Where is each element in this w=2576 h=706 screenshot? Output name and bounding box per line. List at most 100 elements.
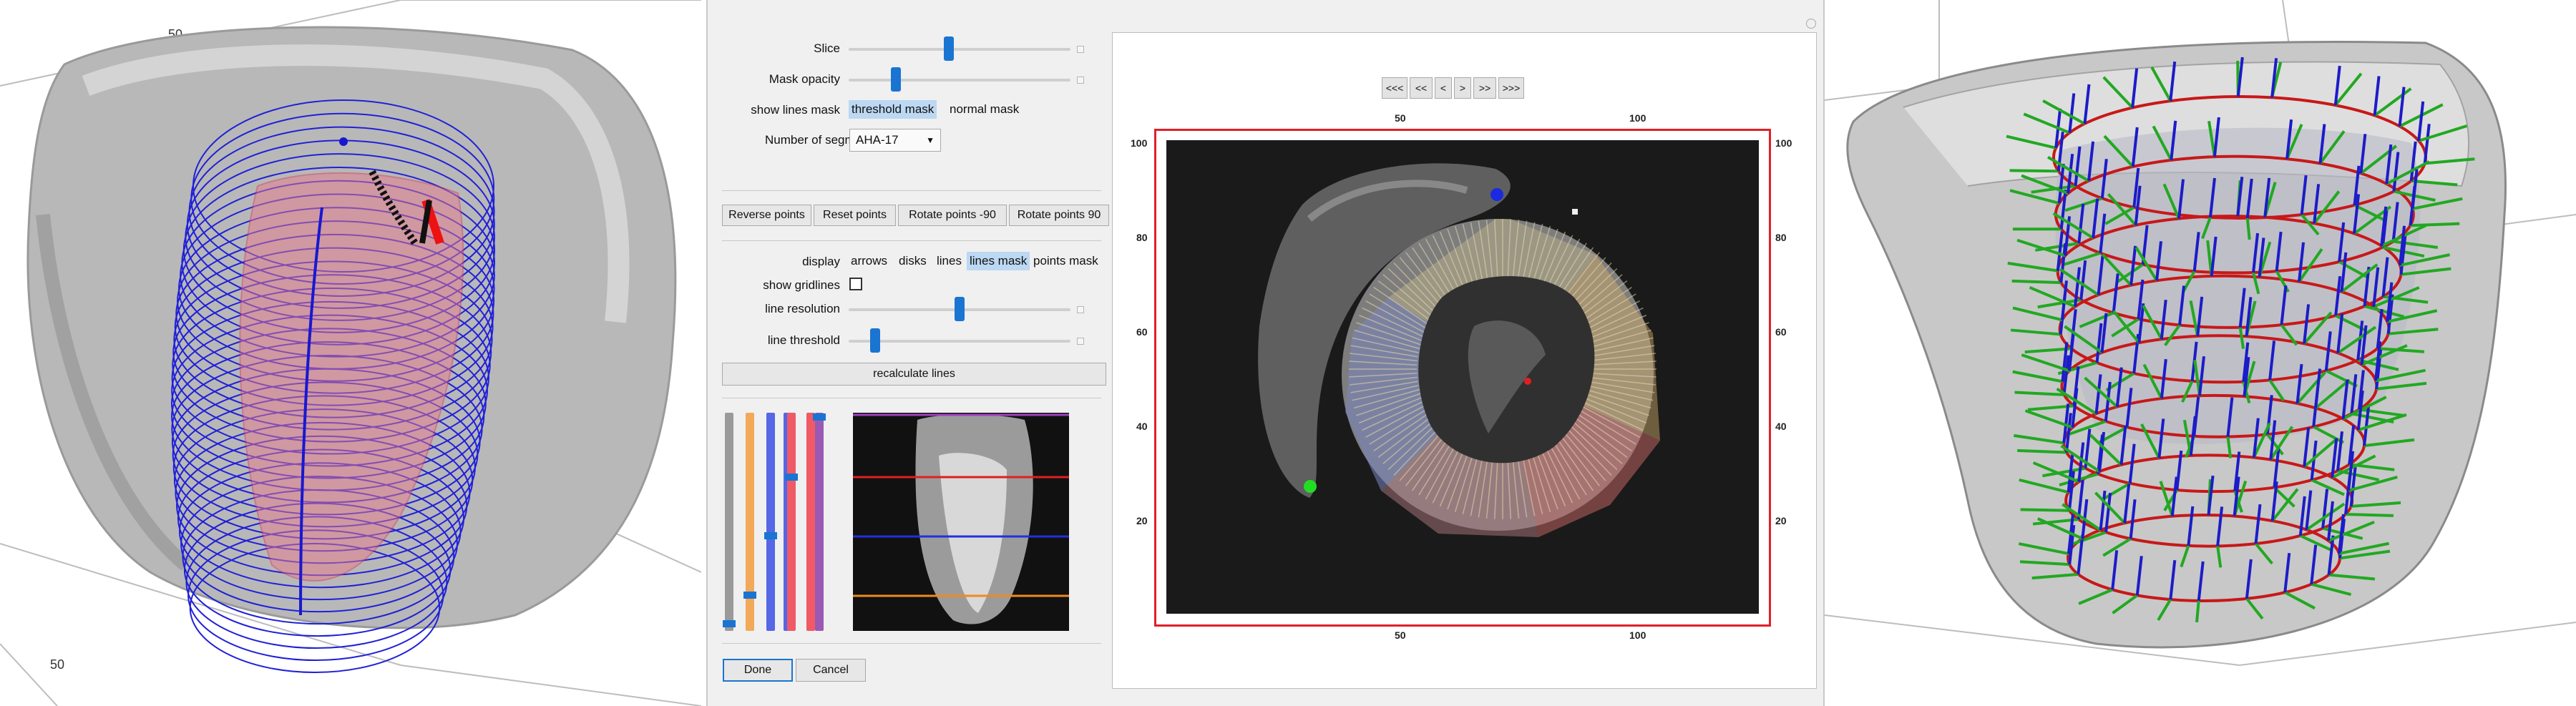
reset-points-button[interactable]: Reset points — [814, 205, 896, 226]
normal-vector-blue — [2216, 506, 2224, 546]
vertical-slider-blue[interactable] — [766, 413, 775, 631]
normal-vector-green — [2181, 381, 2194, 403]
display-arrows-toggle[interactable]: arrows — [851, 254, 888, 268]
radial-line — [1405, 430, 1450, 486]
normal-vector-green — [2079, 311, 2114, 328]
display-lines-mask-toggle[interactable]: lines mask — [967, 252, 1030, 270]
normal-vector-green — [2410, 222, 2460, 227]
normal-vector-green — [2424, 157, 2475, 165]
vertical-slider-red-thumb[interactable] — [785, 474, 798, 481]
normal-vector-blue — [2283, 552, 2291, 593]
radial-line — [1377, 415, 1434, 459]
gear-icon[interactable] — [1806, 19, 1816, 29]
nav-forward-fast-button[interactable]: >> — [1473, 77, 1496, 99]
rotate-points-90-button[interactable]: Rotate points 90 — [1009, 205, 1109, 226]
normal-vector-blue — [2169, 61, 2177, 102]
show-gridlines-label: show gridlines — [763, 278, 840, 292]
normal-vector-green — [2373, 286, 2420, 308]
normal-vector-blue — [2192, 232, 2200, 272]
normal-vector-green — [2245, 217, 2251, 240]
normal-vector-blue — [2331, 438, 2338, 478]
vertical-slider-orange-thumb[interactable] — [743, 592, 756, 599]
threshold-mask-toggle[interactable]: threshold mask — [849, 100, 937, 119]
normal-vector-blue — [2207, 475, 2215, 516]
normal-vector-green — [2152, 125, 2173, 161]
segments-select[interactable]: AHA-17 ▼ — [849, 129, 941, 152]
normal-vector-blue — [2212, 117, 2220, 157]
vertical-slider-purple-thumb[interactable] — [813, 413, 826, 421]
normal-vector-green — [2301, 213, 2320, 236]
normal-vector-green — [2012, 370, 2063, 383]
vertical-slider-gray-thumb[interactable] — [723, 620, 736, 627]
vertical-slider-orange[interactable] — [746, 413, 754, 631]
mask-opacity-plus-icon[interactable] — [1077, 77, 1084, 84]
normal-vector-blue — [2135, 556, 2143, 596]
reverse-points-button[interactable]: Reverse points — [722, 205, 811, 226]
normal-vector-blue — [2104, 381, 2112, 422]
line-resolution-slider-thumb[interactable] — [955, 297, 965, 321]
radial-line — [1365, 404, 1427, 438]
long-axis-preview[interactable] — [853, 413, 1069, 631]
normal-vector-green — [2245, 597, 2264, 620]
mask-opacity-slider-track[interactable] — [849, 79, 1070, 82]
normal-vector-green — [2009, 189, 2060, 205]
rotate-points-minus90-button[interactable]: Rotate points -90 — [898, 205, 1007, 226]
left-3d-view[interactable]: 50 50 — [0, 0, 701, 706]
normal-vector-green — [2266, 433, 2284, 456]
normal-vector-blue — [2338, 514, 2345, 554]
display-disks-toggle[interactable]: disks — [899, 254, 927, 268]
vertical-slider-purple[interactable] — [815, 413, 824, 631]
slice-label: Slice — [814, 41, 840, 55]
normal-vector-green — [2142, 305, 2163, 340]
normal-vector-blue — [2112, 273, 2119, 313]
nav-back-fast-button[interactable]: << — [1410, 77, 1433, 99]
nav-back-button[interactable]: < — [1435, 77, 1452, 99]
normal-vector-blue — [2392, 152, 2400, 192]
normal-vector-green — [2411, 179, 2458, 187]
slice-slider-track[interactable] — [849, 48, 1070, 51]
nav-forward-button[interactable]: > — [1454, 77, 1471, 99]
line-threshold-plus-icon[interactable] — [1077, 338, 1084, 345]
radial-line — [1588, 353, 1656, 362]
line-threshold-slider-track[interactable] — [849, 340, 1070, 343]
normal-vector-green — [2112, 310, 2140, 344]
normal-vector-blue — [2137, 279, 2145, 320]
vertical-slider-gray[interactable] — [725, 413, 733, 631]
normal-vector-blue — [2386, 282, 2394, 322]
normal-vector-blue — [2196, 296, 2204, 337]
line-threshold-label: line threshold — [767, 333, 840, 347]
right-3d-view[interactable] — [1825, 0, 2576, 706]
normal-mask-toggle[interactable]: normal mask — [950, 102, 1020, 116]
nav-first-button[interactable]: <<< — [1382, 77, 1407, 99]
radial-line — [1354, 388, 1420, 409]
normal-vector-green — [2052, 212, 2094, 240]
display-lines-toggle[interactable]: lines — [937, 254, 962, 268]
mask-opacity-slider-thumb[interactable] — [891, 67, 902, 92]
show-gridlines-checkbox[interactable] — [849, 278, 862, 290]
line-resolution-label: line resolution — [765, 302, 840, 315]
normal-vector-blue — [2334, 275, 2342, 316]
done-button[interactable]: Done — [723, 659, 793, 682]
normal-vector-blue — [2298, 242, 2306, 283]
recalculate-lines-button[interactable]: recalculate lines — [722, 363, 1106, 386]
vertical-slider-red-2[interactable] — [806, 413, 815, 631]
radial-line — [1584, 393, 1649, 416]
vertical-slider-blue-thumb[interactable] — [764, 532, 777, 539]
nav-last-button[interactable]: >>> — [1498, 77, 1524, 99]
normal-vector-blue — [2067, 153, 2074, 194]
cancel-button[interactable]: Cancel — [796, 659, 866, 682]
mri-slice-image[interactable] — [1166, 140, 1759, 614]
normal-vector-green — [2023, 112, 2071, 134]
normal-vector-green — [2164, 324, 2181, 346]
slice-plus-icon[interactable] — [1077, 46, 1084, 53]
normal-vector-blue — [2303, 427, 2311, 467]
normal-vector-green — [2037, 517, 2084, 540]
normal-vector-green — [2189, 300, 2200, 337]
line-resolution-plus-icon[interactable] — [1077, 306, 1084, 313]
normal-vector-green — [2064, 325, 2103, 354]
vertical-slider-red[interactable] — [787, 413, 796, 631]
display-points-mask-toggle[interactable]: points mask — [1033, 254, 1098, 268]
slice-slider-thumb[interactable] — [944, 36, 955, 61]
controls-pane: Slice Mask opacity show lines mask thres… — [708, 0, 1109, 706]
line-threshold-slider-thumb[interactable] — [869, 328, 880, 353]
